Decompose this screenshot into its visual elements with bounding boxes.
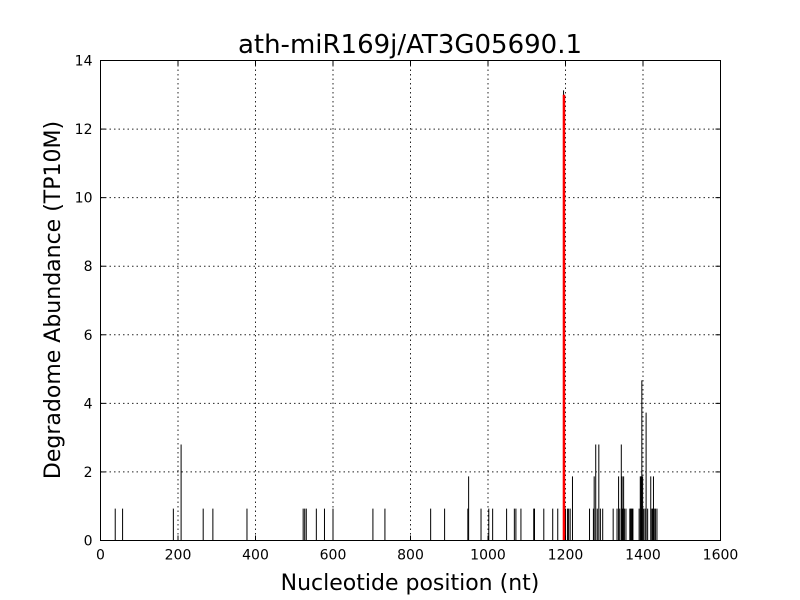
- y-axis-title: Degradome Abundance (TP10M): [41, 121, 66, 479]
- x-tick-label: 1200: [548, 548, 584, 564]
- x-axis-title: Nucleotide position (nt): [281, 571, 540, 596]
- y-tick-label: 6: [84, 328, 93, 344]
- x-tick-label: 1000: [470, 548, 506, 564]
- x-tick-label: 0: [96, 548, 105, 564]
- x-tick-label: 800: [397, 548, 424, 564]
- y-tick-label: 2: [84, 465, 93, 481]
- axis-ticks: 0 200 400 600 800 1000 1200 1400 1600 0 2 4 6 8 10 12 14: [75, 54, 739, 564]
- x-tick-label: 600: [320, 548, 347, 564]
- y-tick-label: 0: [84, 534, 93, 550]
- x-tick-label: 400: [242, 548, 269, 564]
- y-tick-label: 8: [84, 259, 93, 275]
- plot-frame: [100, 60, 721, 541]
- y-tick-label: 12: [75, 122, 93, 138]
- x-tick-label: 200: [165, 548, 192, 564]
- x-tick-label: 1400: [625, 548, 661, 564]
- grid-lines: [100, 60, 721, 541]
- y-tick-label: 14: [75, 54, 93, 70]
- bars: [114, 90, 658, 541]
- y-tick-label: 4: [84, 396, 93, 412]
- x-tick-label: 1600: [703, 548, 739, 564]
- y-tick-label: 10: [75, 191, 93, 207]
- chart-title: ath-miR169j/AT3G05690.1: [238, 30, 582, 60]
